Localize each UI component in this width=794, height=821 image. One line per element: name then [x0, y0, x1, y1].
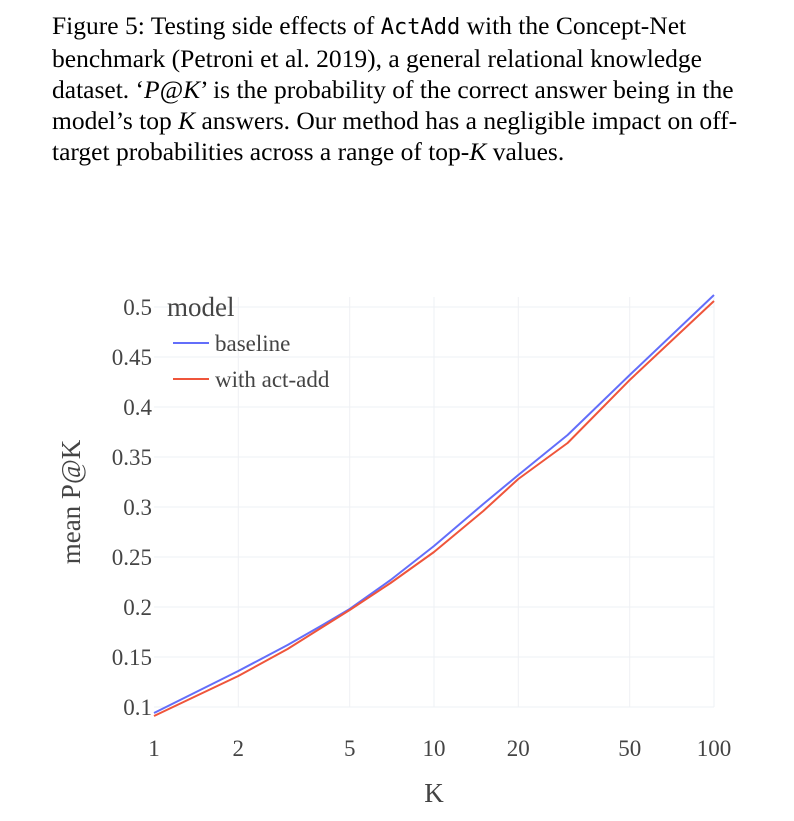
y-tick-label: 0.5 — [123, 295, 152, 320]
series-line-act-add — [153, 300, 715, 717]
figure-caption: Figure 5: Testing side effects of ActAdd… — [52, 10, 752, 167]
y-tick-label: 0.2 — [123, 595, 152, 620]
caption-metric: P@K — [144, 75, 201, 104]
x-tick-label: 5 — [344, 736, 356, 761]
y-tick-label: 0.4 — [123, 395, 152, 420]
y-tick-label: 0.3 — [123, 495, 152, 520]
series-lines — [153, 294, 715, 717]
caption-part5: values. — [486, 137, 565, 166]
y-tick-label: 0.25 — [112, 545, 152, 570]
series-line-baseline — [153, 294, 715, 714]
x-tick-label: 1 — [148, 736, 160, 761]
y-tick-label: 0.35 — [112, 445, 152, 470]
y-axis-label: mean P@K — [56, 439, 86, 564]
legend-title: model — [167, 292, 235, 322]
y-tick-label: 0.45 — [112, 345, 152, 370]
x-axis-ticks: 1 2 5 10 20 50 100 — [148, 736, 731, 761]
y-axis-ticks: 0.1 0.15 0.2 0.25 0.3 0.35 0.4 0.45 0.5 — [112, 295, 153, 720]
x-tick-label: 2 — [233, 736, 245, 761]
caption-part4: answers. Our method has a negligible imp… — [52, 106, 738, 166]
caption-method-name: ActAdd — [380, 15, 461, 40]
caption-part1: Figure 5: Testing side effects of — [52, 11, 381, 40]
caption-part2: with the Concept-Net benchmark (Petroni … — [52, 11, 703, 104]
legend: model baseline with act-add — [167, 292, 330, 392]
y-tick-label: 0.1 — [123, 695, 152, 720]
legend-label-act-add: with act-add — [215, 367, 330, 392]
grid-lines — [154, 297, 715, 708]
x-tick-label: 20 — [507, 736, 530, 761]
legend-label-baseline: baseline — [215, 331, 290, 356]
y-tick-label: 0.15 — [112, 645, 152, 670]
x-axis-label: K — [424, 778, 444, 808]
caption-part3: ’ is the probability of the correct answ… — [52, 75, 734, 135]
x-tick-label: 10 — [423, 736, 446, 761]
caption-k1: K — [178, 106, 196, 135]
x-tick-label: 100 — [697, 736, 732, 761]
x-tick-label: 50 — [618, 736, 641, 761]
caption-k2: K — [469, 137, 487, 166]
